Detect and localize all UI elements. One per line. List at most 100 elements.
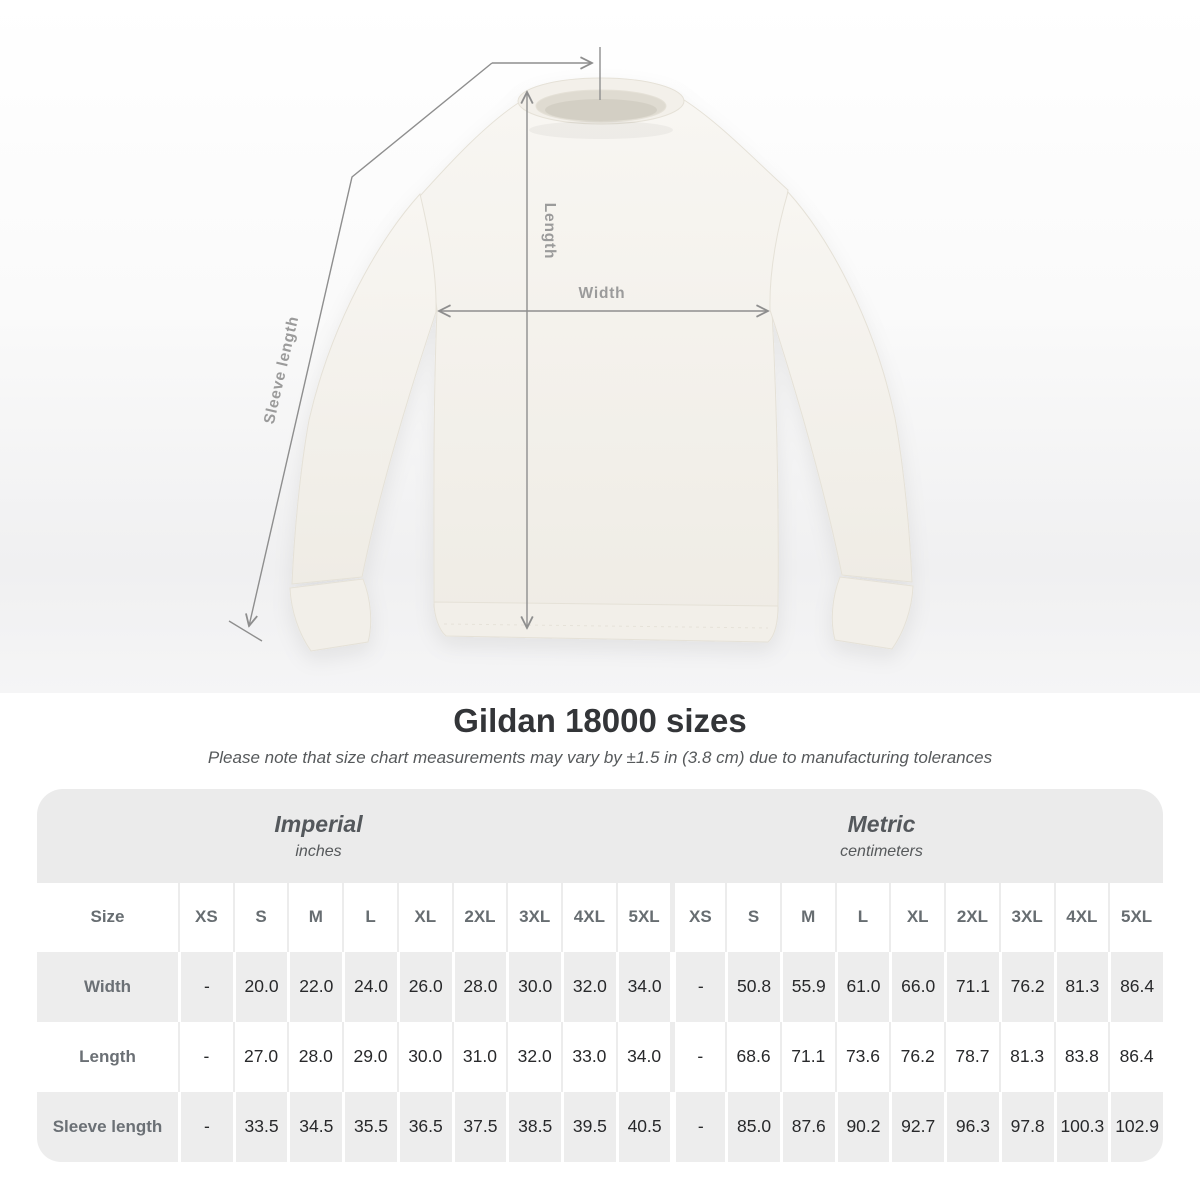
size-col-imperial-5xl: 5XL xyxy=(615,882,671,952)
size-column-header: Size xyxy=(37,882,178,952)
group-header-metric: Metric centimeters xyxy=(600,811,1163,861)
value-cell: 32.0 xyxy=(561,951,616,1022)
value-cell: - xyxy=(670,951,726,1022)
value-cell: 20.0 xyxy=(232,951,288,1022)
value-cell: 61.0 xyxy=(834,951,890,1022)
value-cell: 28.0 xyxy=(451,951,507,1022)
value-cell: 27.0 xyxy=(232,1021,288,1092)
size-col-imperial-s: S xyxy=(232,882,288,952)
page-title: Gildan 18000 sizes xyxy=(453,702,747,739)
size-col-imperial-2xl: 2XL xyxy=(451,882,507,952)
value-cell: 76.2 xyxy=(998,951,1054,1022)
cuff-tick xyxy=(228,620,263,642)
size-col-metric-xs: XS xyxy=(670,882,726,952)
value-cell: 76.2 xyxy=(889,1021,945,1092)
value-cell: 55.9 xyxy=(779,951,835,1022)
size-col-imperial-3xl: 3XL xyxy=(506,882,562,952)
row-label: Length xyxy=(37,1021,178,1092)
value-cell: 68.6 xyxy=(725,1021,780,1092)
value-cell: - xyxy=(178,1091,233,1162)
value-cell: 96.3 xyxy=(944,1091,999,1162)
value-cell: 24.0 xyxy=(342,951,397,1022)
value-cell: 26.0 xyxy=(396,951,452,1022)
value-cell: 34.5 xyxy=(287,1091,343,1162)
value-cell: 100.3 xyxy=(1053,1091,1109,1162)
measurement-row-length: Length -27.0 28.0 29.0 30.0 31.0 32.0 33.0 34.0-… xyxy=(37,1021,1163,1092)
size-header-row: Size XS S M L XL 2XL 3XL 4XL 5XL XS S M L XL 2XL 3XL 4XL… xyxy=(37,882,1163,952)
value-cell: 38.5 xyxy=(506,1091,562,1162)
value-cell: 36.5 xyxy=(396,1091,452,1162)
value-cell: 86.4 xyxy=(1108,951,1163,1022)
size-chart-table: Size XS S M L XL 2XL 3XL 4XL 5XL XS S M L XL 2XL 3XL 4XL… xyxy=(37,882,1163,1162)
size-col-imperial-m: M xyxy=(287,882,343,952)
sleeve-length-arrow xyxy=(249,62,493,626)
imperial-sublabel: inches xyxy=(295,842,342,860)
size-chart: Imperial inches Metric centimeters Size … xyxy=(37,788,1163,1162)
value-cell: 34.0 xyxy=(615,1021,671,1092)
left-sleeve xyxy=(291,192,437,585)
value-cell: 71.1 xyxy=(779,1021,835,1092)
caption: Gildan 18000 sizes Please note that size… xyxy=(0,702,1200,768)
width-label: Width xyxy=(579,285,626,302)
value-cell: 78.7 xyxy=(944,1021,999,1092)
value-cell: 30.0 xyxy=(506,951,562,1022)
size-col-metric-4xl: 4XL xyxy=(1053,882,1109,952)
value-cell: 34.0 xyxy=(615,951,671,1022)
size-col-metric-s: S xyxy=(725,882,780,952)
value-cell: 50.8 xyxy=(725,951,780,1022)
value-cell: 92.7 xyxy=(889,1091,945,1162)
value-cell: 40.5 xyxy=(615,1091,671,1162)
value-cell: 37.5 xyxy=(451,1091,507,1162)
measurement-row-width: Width -20.0 22.0 24.0 26.0 28.0 30.0 32.0 34.0-5… xyxy=(37,951,1163,1022)
sweatshirt-body xyxy=(419,97,789,625)
imperial-label: Imperial xyxy=(274,810,363,837)
value-cell: - xyxy=(178,951,233,1022)
size-col-metric-m: M xyxy=(779,882,835,952)
unit-group-header: Imperial inches Metric centimeters xyxy=(37,788,1163,883)
group-header-imperial: Imperial inches xyxy=(37,811,600,861)
value-cell: 31.0 xyxy=(451,1021,507,1092)
value-cell: 83.8 xyxy=(1053,1021,1109,1092)
row-label: Width xyxy=(37,951,178,1022)
size-col-imperial-l: L xyxy=(342,882,397,952)
value-cell: 81.3 xyxy=(1053,951,1109,1022)
size-col-imperial-xs: XS xyxy=(178,882,233,952)
size-chart-body: Width -20.0 22.0 24.0 26.0 28.0 30.0 32.0 34.0-5… xyxy=(37,951,1163,1162)
value-cell: 29.0 xyxy=(342,1021,397,1092)
value-cell: 66.0 xyxy=(889,951,945,1022)
value-cell: - xyxy=(670,1091,726,1162)
value-cell: 86.4 xyxy=(1108,1021,1163,1092)
value-cell: 102.9 xyxy=(1108,1091,1163,1162)
value-cell: 30.0 xyxy=(396,1021,452,1092)
value-cell: 90.2 xyxy=(834,1091,890,1162)
value-cell: - xyxy=(670,1021,726,1092)
size-col-metric-2xl: 2XL xyxy=(944,882,999,952)
value-cell: 22.0 xyxy=(287,951,343,1022)
metric-sublabel: centimeters xyxy=(840,842,923,860)
value-cell: 73.6 xyxy=(834,1021,890,1092)
value-cell: - xyxy=(178,1021,233,1092)
size-col-metric-l: L xyxy=(834,882,890,952)
size-col-metric-3xl: 3XL xyxy=(998,882,1054,952)
value-cell: 87.6 xyxy=(779,1091,835,1162)
value-cell: 35.5 xyxy=(342,1091,397,1162)
row-label: Sleeve length xyxy=(37,1091,178,1162)
sweatshirt-illustration xyxy=(289,77,914,652)
tolerance-note: Please note that size chart measurements… xyxy=(207,747,993,767)
value-cell: 81.3 xyxy=(998,1021,1054,1092)
right-cuff xyxy=(831,576,914,650)
measurement-lines xyxy=(228,47,768,642)
value-cell: 97.8 xyxy=(998,1091,1054,1162)
size-col-metric-5xl: 5XL xyxy=(1108,882,1163,952)
value-cell: 28.0 xyxy=(287,1021,343,1092)
metric-label: Metric xyxy=(847,810,916,837)
value-cell: 32.0 xyxy=(506,1021,562,1092)
measurement-row-sleeve-length: Sleeve length -33.5 34.5 35.5 36.5 37.5 38.5 39… xyxy=(37,1091,1163,1162)
right-sleeve xyxy=(769,191,913,583)
value-cell: 71.1 xyxy=(944,951,999,1022)
value-cell: 33.0 xyxy=(561,1021,616,1092)
size-col-imperial-xl: XL xyxy=(396,882,452,952)
length-label: Length xyxy=(541,203,558,259)
product-figure: Width Length Sleeve length xyxy=(0,0,1200,693)
